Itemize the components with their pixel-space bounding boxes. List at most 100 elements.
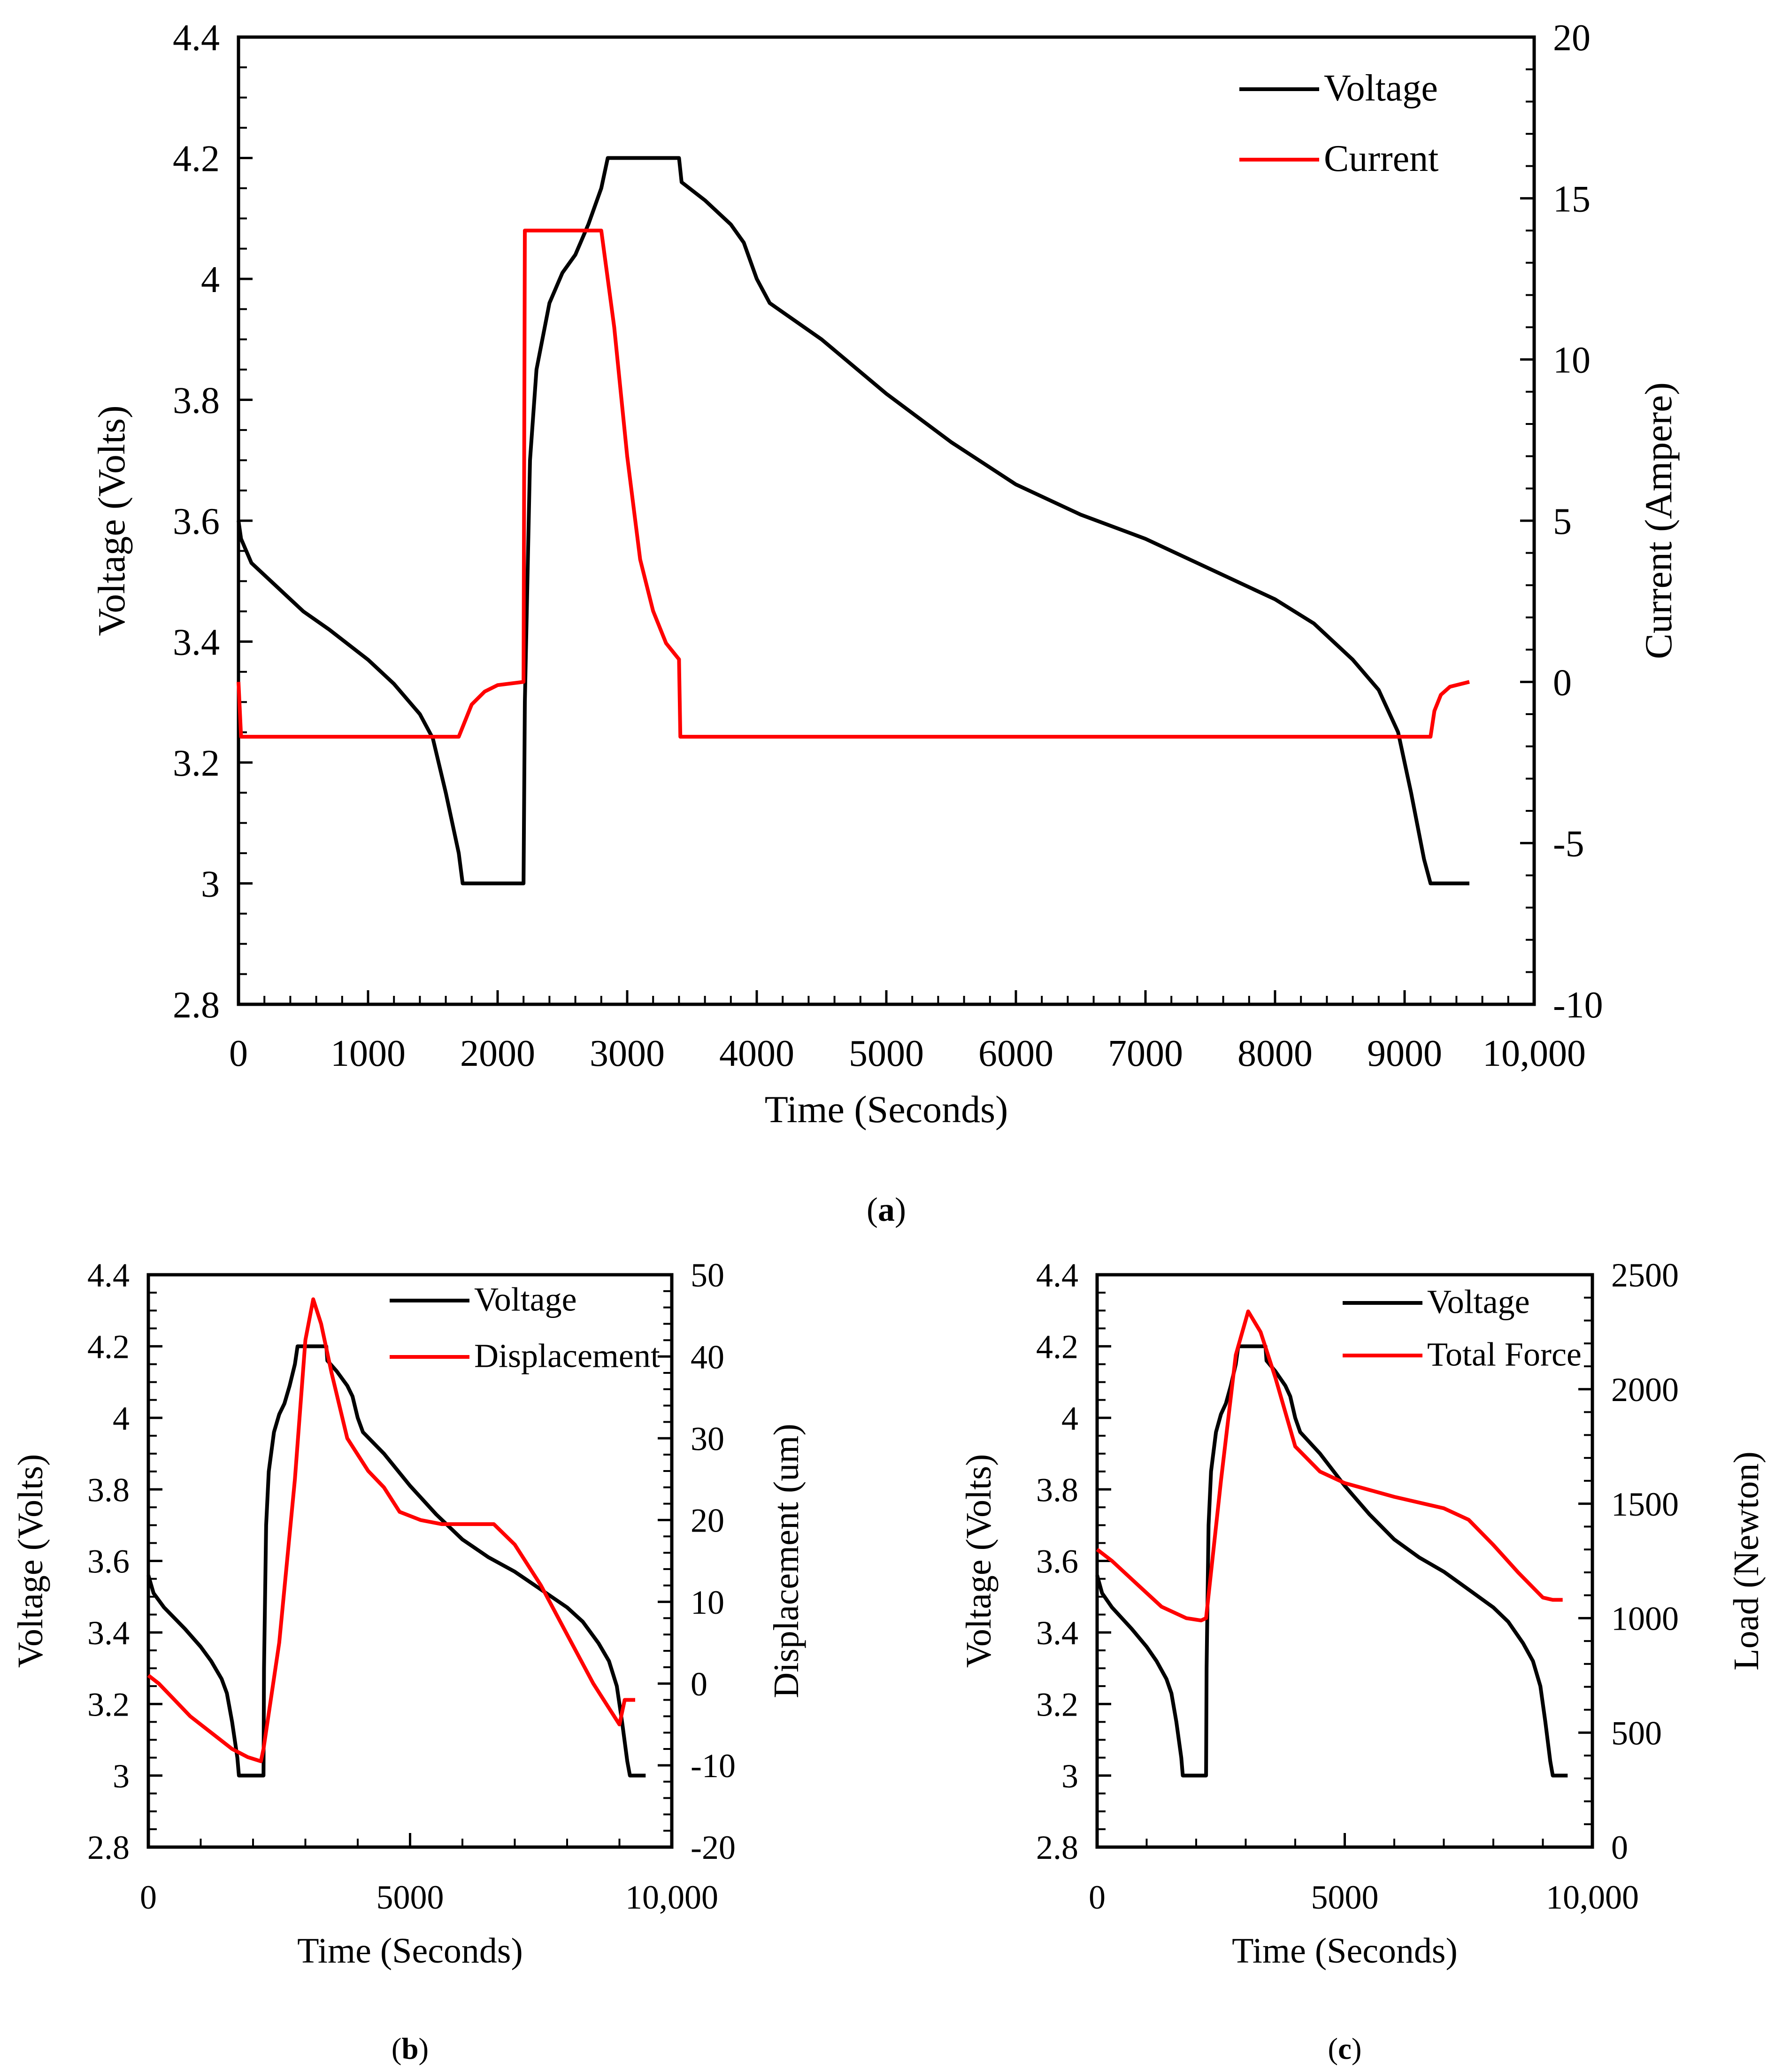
x-tick-label: 0 — [1089, 1879, 1106, 1916]
y-tick-label: 3.8 — [87, 1471, 130, 1509]
y-tick-label: 4.4 — [87, 1256, 130, 1294]
legend-label: Total Force — [1427, 1336, 1582, 1373]
y2-tick-label: 15 — [1553, 178, 1591, 220]
y-tick-label: 2.8 — [1036, 1829, 1078, 1866]
y-tick-label: 3.2 — [87, 1686, 130, 1723]
y-tick-label: 2.8 — [87, 1829, 130, 1866]
y2-axis-label: Current (Ampere) — [1637, 382, 1680, 659]
y-tick-label: 3.6 — [1036, 1543, 1078, 1580]
x-tick-label: 1000 — [330, 1033, 406, 1074]
chart-c: 0 5000 10,000 2.8 3 3.2 3.4 3.6 3.8 4 4.2 4.4 0 500 10… — [959, 1256, 1766, 2066]
y2-tick-label: 40 — [691, 1338, 724, 1376]
caption-letter: a — [878, 1191, 895, 1228]
x-tick-label: 3000 — [590, 1033, 665, 1074]
x-tick-label: 8000 — [1237, 1033, 1313, 1074]
y-tick-label: 4.2 — [1036, 1328, 1078, 1366]
y2-tick-label: 20 — [1553, 17, 1591, 59]
y2-tick-label: 30 — [691, 1420, 724, 1457]
y-tick-label: 4 — [113, 1400, 130, 1437]
y-tick-label: 3.8 — [1036, 1471, 1078, 1509]
x-tick-label: 10,000 — [1546, 1879, 1639, 1916]
y2-tick-label: 2000 — [1611, 1371, 1679, 1409]
x-tick-label: 10,000 — [1483, 1033, 1586, 1074]
y-tick-label: 3.4 — [1036, 1614, 1078, 1652]
y-axis-label: Voltage (Volts) — [11, 1454, 50, 1668]
x-tick-label: 5000 — [849, 1033, 924, 1074]
caption-paren: ) — [419, 2032, 429, 2066]
x-tick-label: 5000 — [1311, 1879, 1379, 1916]
x-tick-label: 2000 — [460, 1033, 535, 1074]
series-line-displacement — [147, 1297, 635, 1764]
caption-paren: ( — [1328, 2032, 1338, 2066]
figure-caption: (b) — [392, 2032, 429, 2066]
y2-tick-label: -10 — [691, 1747, 736, 1785]
series-line-voltage — [237, 156, 1469, 886]
y-tick-label: 3 — [201, 864, 220, 905]
legend-label: Voltage — [1427, 1283, 1530, 1321]
y-tick-label: 4.4 — [173, 17, 220, 59]
y2-tick-label: 0 — [1611, 1829, 1628, 1866]
y2-axis-label: Displacement (um) — [767, 1424, 806, 1698]
caption-letter: b — [401, 2032, 418, 2066]
x-axis-label: Time (Seconds) — [1232, 1931, 1458, 1971]
x-axis-label: Time (Seconds) — [765, 1088, 1008, 1131]
x-tick-label: 5000 — [377, 1879, 444, 1916]
y-tick-label: 3.2 — [1036, 1686, 1078, 1723]
x-tick-label: 4000 — [719, 1033, 794, 1074]
y-tick-label: 3 — [113, 1757, 130, 1795]
x-tick-label: 9000 — [1367, 1033, 1442, 1074]
legend-label: Current — [1324, 138, 1438, 179]
y2-tick-label: 20 — [691, 1502, 724, 1540]
caption-paren: ) — [1352, 2032, 1362, 2066]
legend-label: Displacement — [474, 1337, 660, 1375]
y-tick-label: 3.6 — [87, 1543, 130, 1580]
y2-tick-label: -10 — [1553, 985, 1603, 1026]
y-tick-label: 3.6 — [173, 501, 220, 542]
x-tick-label: 0 — [229, 1033, 248, 1074]
legend-label: Voltage — [1324, 68, 1438, 109]
x-axis-label: Time (Seconds) — [297, 1931, 523, 1971]
y-tick-label: 3.4 — [173, 622, 220, 663]
series-line-total-force — [1096, 1309, 1563, 1623]
y2-tick-label: 1500 — [1611, 1486, 1679, 1523]
series-line-current — [237, 229, 1470, 739]
y2-tick-label: 50 — [691, 1256, 724, 1294]
series-line-voltage — [1095, 1344, 1568, 1778]
y-tick-label: 3.4 — [87, 1614, 130, 1652]
y-axis-label: Voltage (Volts) — [959, 1454, 999, 1668]
y2-tick-label: 0 — [691, 1665, 707, 1703]
y2-tick-label: 10 — [1553, 340, 1591, 381]
y-tick-label: 3.2 — [173, 743, 220, 784]
y2-tick-label: 1000 — [1611, 1600, 1679, 1638]
x-tick-label: 0 — [140, 1879, 157, 1916]
legend-label: Voltage — [474, 1281, 577, 1318]
x-tick-label: 6000 — [978, 1033, 1053, 1074]
y-tick-label: 3.8 — [173, 380, 220, 422]
y-tick-label: 3 — [1061, 1757, 1078, 1795]
x-tick-label: 10,000 — [625, 1879, 718, 1916]
caption-letter: c — [1338, 2032, 1352, 2066]
y-tick-label: 4.2 — [173, 139, 220, 180]
chart-b: 0 5000 10,000 2.8 3 3.2 3.4 3.6 3.8 4 4.2 4.4 -20 -10… — [11, 1256, 806, 2066]
y2-tick-label: -5 — [1553, 824, 1584, 865]
y-tick-label: 4.2 — [87, 1328, 130, 1366]
caption-paren: ( — [867, 1191, 878, 1228]
chart-a: 0 1000 2000 3000 4000 5000 6000 7000 8000 9000 10,… — [90, 17, 1680, 1228]
y2-tick-label: 0 — [1553, 662, 1572, 703]
caption-paren: ( — [392, 2032, 402, 2066]
x-tick-label: 7000 — [1108, 1033, 1183, 1074]
y2-tick-label: 5 — [1553, 501, 1572, 542]
y-tick-label: 4.4 — [1036, 1256, 1078, 1294]
caption-paren: ) — [895, 1191, 906, 1228]
y-tick-label: 2.8 — [173, 985, 220, 1026]
y2-axis-label: Load (Newton) — [1727, 1451, 1766, 1670]
plot-frame — [237, 35, 1536, 1006]
y-tick-label: 4 — [1061, 1400, 1078, 1437]
figure-caption: (a) — [867, 1191, 906, 1228]
y2-tick-label: 2500 — [1611, 1256, 1679, 1294]
y2-tick-label: -20 — [691, 1829, 736, 1866]
figure-caption: (c) — [1328, 2032, 1362, 2066]
y-tick-label: 4 — [201, 259, 220, 300]
y-axis-label: Voltage (Volts) — [90, 405, 133, 636]
